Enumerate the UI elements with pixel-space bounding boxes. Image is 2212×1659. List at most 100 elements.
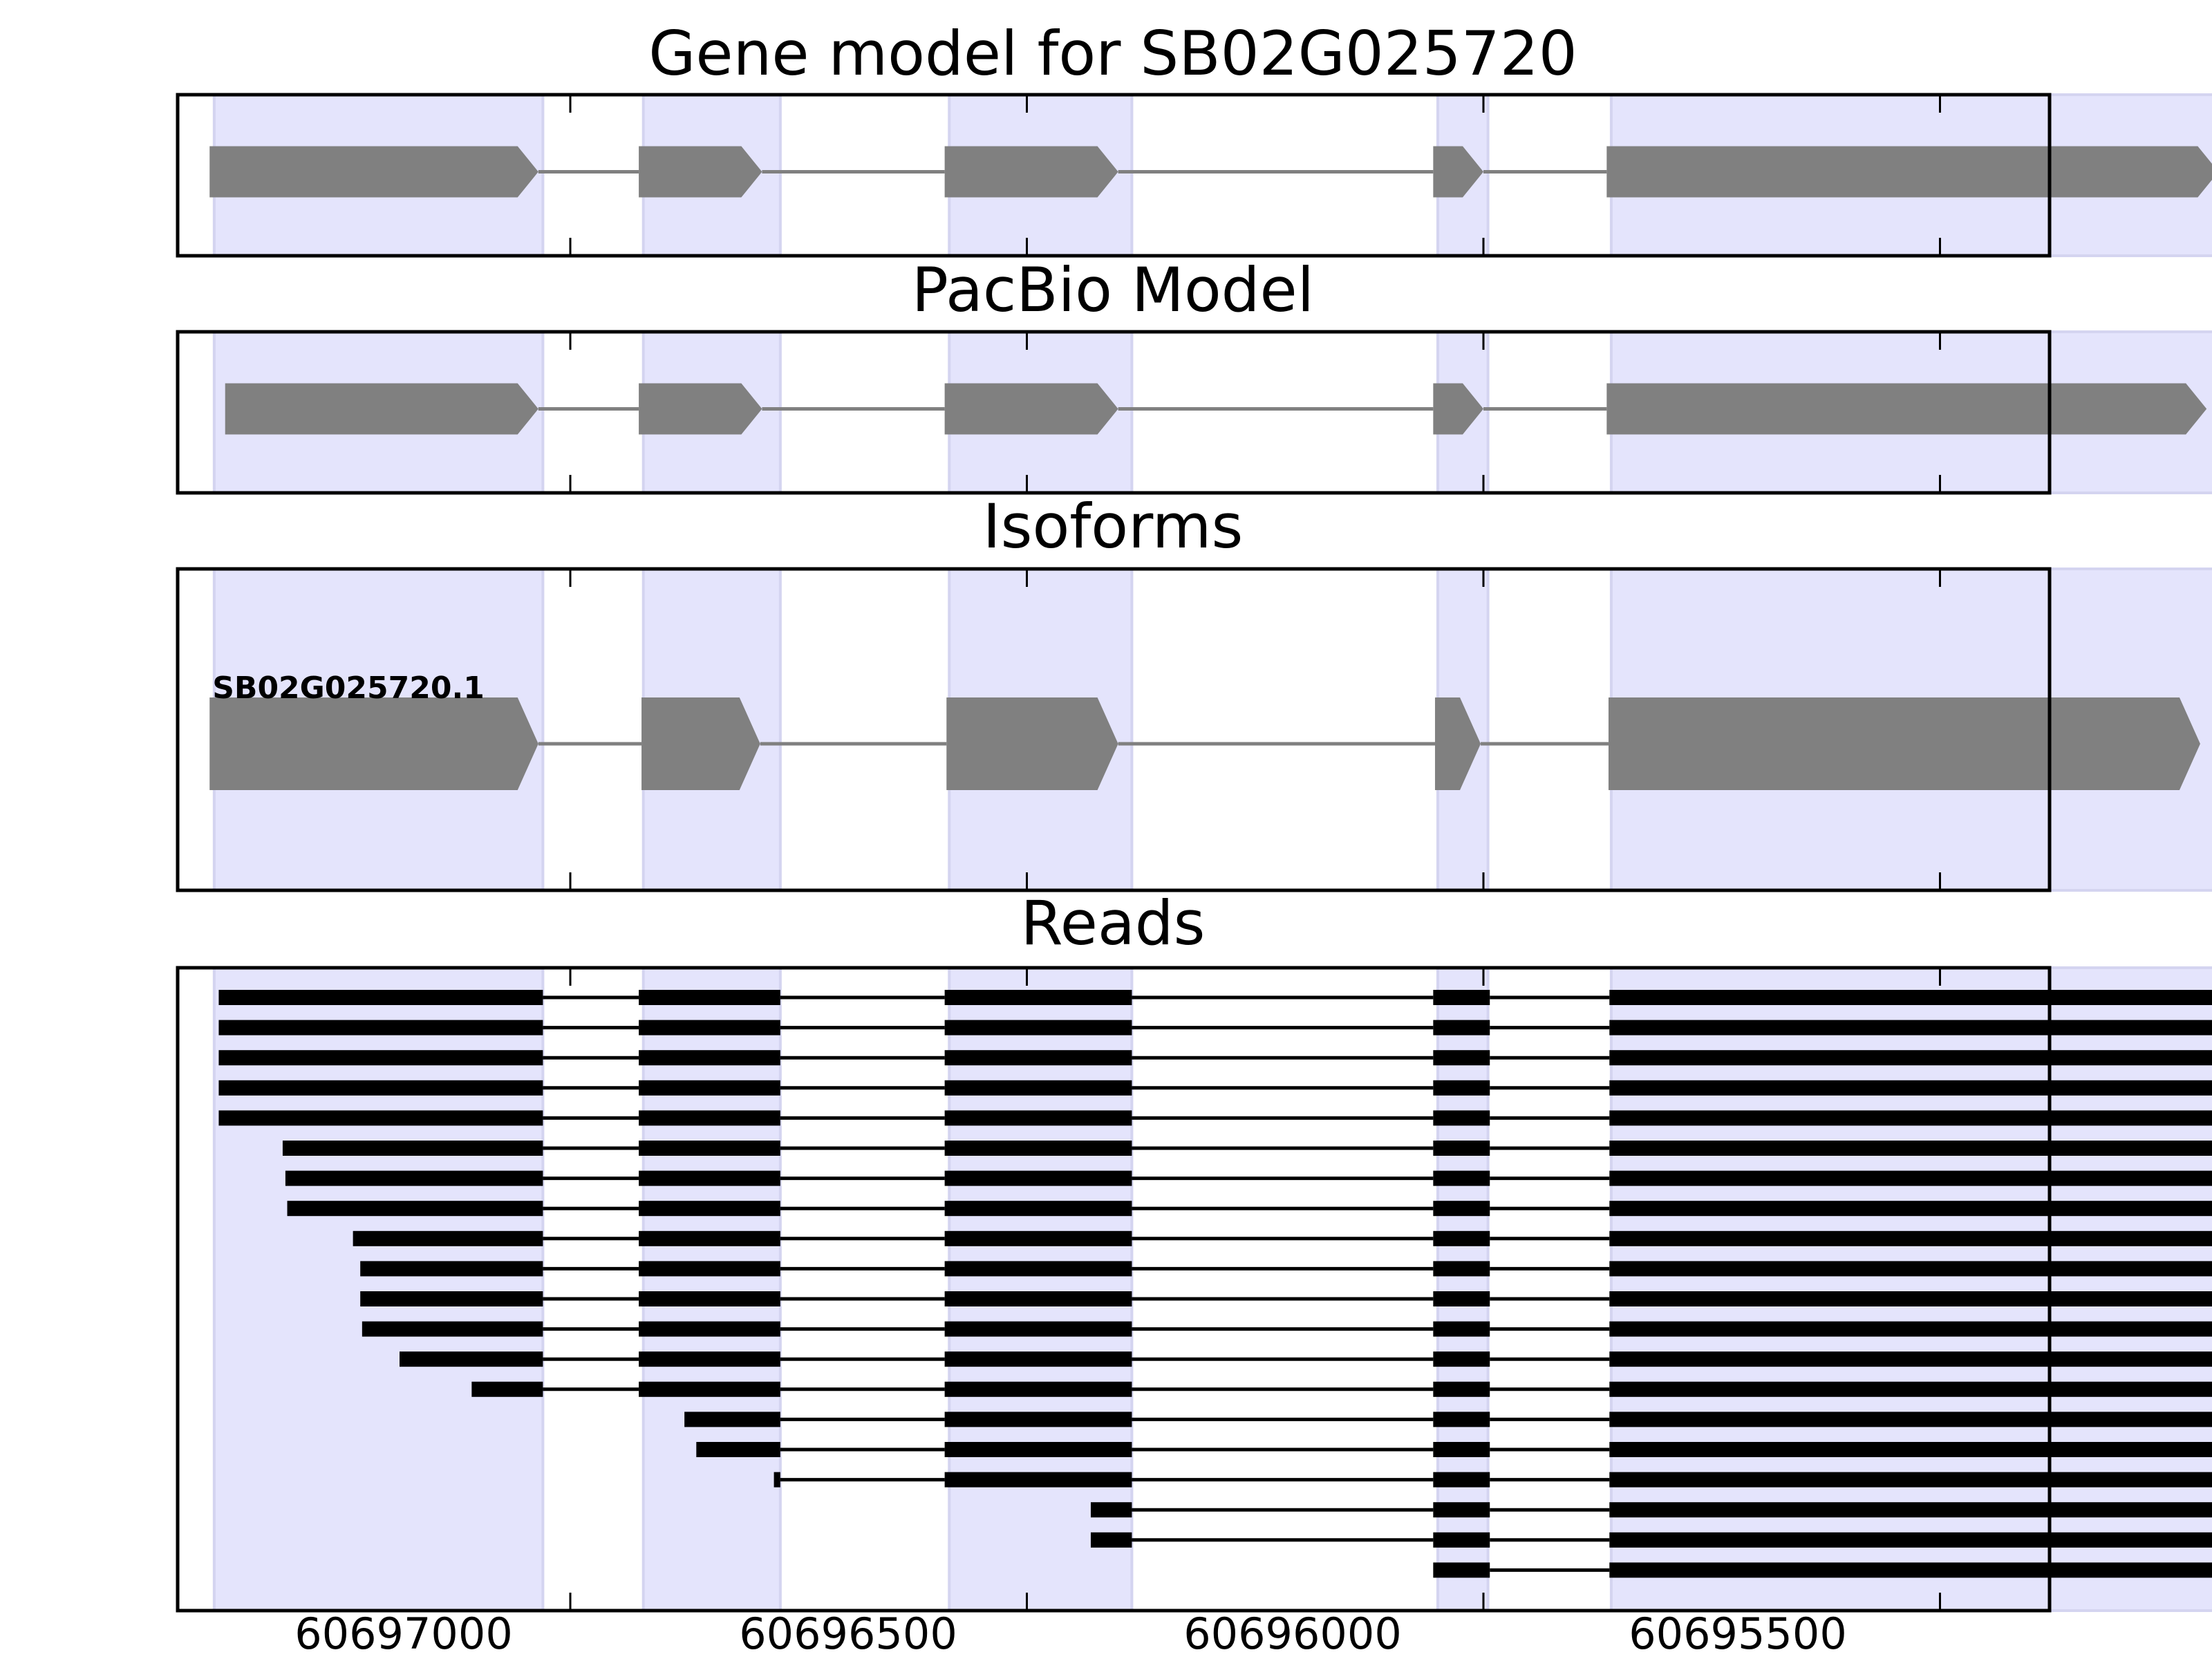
x-tick-label: 60696000: [1183, 1609, 1402, 1659]
read-block: [944, 1472, 1132, 1488]
read-block: [1433, 1170, 1490, 1186]
read-block: [1433, 1020, 1490, 1035]
read-block: [1433, 1230, 1490, 1246]
read-block: [639, 990, 780, 1005]
exon-block: [225, 383, 538, 435]
panel-reads: Reads: [176, 888, 2212, 1613]
panel-title-isoforms: Isoforms: [983, 491, 1244, 562]
read-block: [639, 1230, 780, 1246]
read-block: [639, 1020, 780, 1035]
panel-isoforms: SB02G025720.1 Isoforms: [176, 491, 2212, 892]
read-block: [1433, 1141, 1490, 1156]
read-block: [399, 1351, 543, 1367]
panel-frame: [176, 567, 2052, 892]
read-block: [1433, 1472, 1490, 1488]
panel-frame: [176, 330, 2052, 495]
read-block: [1609, 1321, 2212, 1337]
panel-pacbio-model: PacBio Model: [176, 254, 2212, 495]
read-block: [362, 1321, 543, 1337]
read-block: [360, 1261, 543, 1277]
read-block: [774, 1472, 780, 1488]
read: [218, 1050, 2212, 1066]
read-block: [1090, 1502, 1132, 1518]
read-block: [1609, 990, 2212, 1005]
read-block: [944, 1201, 1132, 1217]
read-block: [1609, 1442, 2212, 1457]
read-block: [944, 1020, 1132, 1035]
read-block: [1609, 1261, 2212, 1277]
read-block: [684, 1412, 780, 1427]
read: [282, 1141, 2212, 1156]
exon-block: [1606, 383, 2207, 435]
read-block: [287, 1201, 543, 1217]
read-block: [944, 1442, 1132, 1457]
panel-title-pacbio-model: PacBio Model: [912, 254, 1314, 326]
read: [287, 1201, 2212, 1217]
read: [218, 1080, 2212, 1096]
exon-block: [1433, 146, 1483, 198]
read-block: [471, 1381, 543, 1397]
read: [696, 1442, 2212, 1457]
read: [218, 1110, 2212, 1126]
read-block: [218, 1110, 543, 1126]
read: [684, 1412, 2212, 1427]
exon-block: [641, 697, 760, 790]
read: [1433, 1562, 2212, 1578]
read-block: [944, 1381, 1132, 1397]
exon-block: [209, 697, 538, 790]
read-block: [1609, 1562, 2212, 1578]
read-block: [639, 1291, 780, 1306]
exon-block: [1434, 697, 1481, 790]
read: [1090, 1532, 2212, 1548]
exon-block: [944, 146, 1118, 198]
isoform-label: SB02G025720.1: [212, 671, 485, 706]
read-block: [218, 1050, 543, 1066]
exon-block: [946, 697, 1118, 790]
read: [1090, 1502, 2212, 1518]
read-block: [639, 1080, 780, 1096]
exon-block: [1606, 146, 2212, 198]
read-block: [944, 1170, 1132, 1186]
exon-band: [641, 966, 782, 1612]
read-block: [944, 1050, 1132, 1066]
read: [218, 990, 2212, 1005]
read-block: [639, 1141, 780, 1156]
read-block: [1433, 1351, 1490, 1367]
read: [774, 1472, 2212, 1488]
read-block: [639, 1381, 780, 1397]
x-axis: 60697000 60696500 60696000 60695500: [294, 1609, 1847, 1659]
read-block: [944, 1080, 1132, 1096]
read-block: [944, 1321, 1132, 1337]
read-block: [1433, 1110, 1490, 1126]
read-block: [1433, 1261, 1490, 1277]
read-block: [218, 990, 543, 1005]
read-block: [353, 1230, 543, 1246]
read: [471, 1381, 2212, 1397]
read-block: [360, 1291, 543, 1306]
read-block: [1433, 1562, 1490, 1578]
read-block: [1609, 1412, 2212, 1427]
x-tick-label: 60696500: [739, 1609, 957, 1659]
read: [360, 1261, 2212, 1277]
x-tick-label: 60697000: [294, 1609, 513, 1659]
read-block: [1433, 1050, 1490, 1066]
read: [353, 1230, 2212, 1246]
read-block: [639, 1110, 780, 1126]
read-block: [1609, 1351, 2212, 1367]
read-block: [944, 1141, 1132, 1156]
read-block: [1609, 1291, 2212, 1306]
read-block: [1433, 1080, 1490, 1096]
read-block: [218, 1020, 543, 1035]
read-block: [1433, 1381, 1490, 1397]
read-block: [1609, 1381, 2212, 1397]
read-block: [639, 1201, 780, 1217]
read-block: [1609, 1201, 2212, 1217]
read-block: [1433, 1321, 1490, 1337]
read-block: [1609, 1080, 2212, 1096]
panel-frame: [176, 966, 2052, 1613]
read-block: [944, 1351, 1132, 1367]
read-block: [1609, 1141, 2212, 1156]
read-block: [639, 1351, 780, 1367]
read-block: [944, 1110, 1132, 1126]
